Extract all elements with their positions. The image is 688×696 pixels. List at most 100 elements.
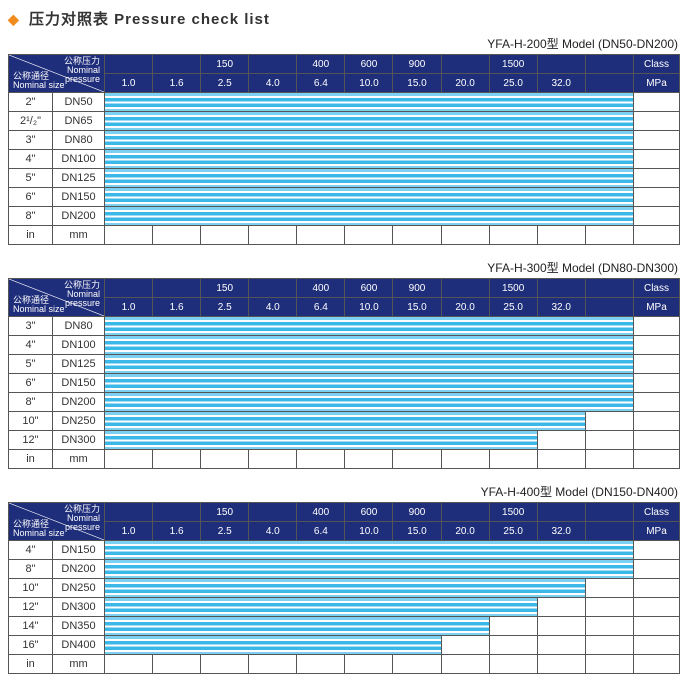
footer-mm: mm [53, 226, 105, 245]
diamond-icon: ◆ [8, 11, 20, 27]
mpa-col-header [585, 74, 633, 93]
corner-cell: 公称压力Nominalpressure公称通径Nominal size [9, 279, 105, 317]
mpa-col-header: 1.6 [153, 74, 201, 93]
mpa-col-header: 1.0 [105, 298, 153, 317]
tail-cell [634, 598, 680, 617]
tail-cell [634, 617, 680, 636]
footer-empty [249, 655, 297, 674]
mpa-col-header: 6.4 [297, 74, 345, 93]
empty-cell [537, 617, 585, 636]
footer-empty [345, 655, 393, 674]
mpa-col-header: 1.0 [105, 74, 153, 93]
empty-cell [537, 598, 585, 617]
mpa-label: MPa [634, 74, 680, 93]
footer-empty [634, 226, 680, 245]
size-mm: DN100 [53, 336, 105, 355]
mpa-col-header: 15.0 [393, 74, 441, 93]
size-mm: DN100 [53, 150, 105, 169]
size-in: 6" [9, 374, 53, 393]
footer-empty [441, 226, 489, 245]
table-row: 4"DN100 [9, 336, 680, 355]
pressure-bar [105, 131, 634, 150]
pressure-bar [105, 188, 634, 207]
class-col-header: 1500 [489, 55, 537, 74]
footer-empty [297, 450, 345, 469]
size-mm: DN150 [53, 374, 105, 393]
model-label: YFA-H-300型 Model (DN80-DN300) [8, 259, 678, 276]
class-col-header: 600 [345, 55, 393, 74]
tail-cell [634, 355, 680, 374]
size-mm: DN80 [53, 131, 105, 150]
table-row: 3"DN80 [9, 317, 680, 336]
size-in: 5" [9, 169, 53, 188]
pressure-bar [105, 636, 442, 655]
mpa-col-header [585, 298, 633, 317]
footer-empty [153, 226, 201, 245]
mpa-label: MPa [634, 522, 680, 541]
mpa-col-header: 32.0 [537, 522, 585, 541]
tail-cell [634, 431, 680, 450]
size-in: 8" [9, 207, 53, 226]
footer-empty [537, 226, 585, 245]
class-col-header [441, 55, 489, 74]
empty-cell [585, 431, 633, 450]
class-col-header: 900 [393, 55, 441, 74]
mpa-col-header [585, 522, 633, 541]
tail-cell [634, 150, 680, 169]
table-row: 16"DN400 [9, 636, 680, 655]
class-col-header: 400 [297, 503, 345, 522]
class-col-header: 400 [297, 55, 345, 74]
size-mm: DN150 [53, 541, 105, 560]
class-col-header [441, 503, 489, 522]
class-col-header [249, 279, 297, 298]
footer-mm: mm [53, 655, 105, 674]
empty-cell [585, 636, 633, 655]
size-in: 5" [9, 355, 53, 374]
model-label: YFA-H-200型 Model (DN50-DN200) [8, 35, 678, 52]
table-row: 2"DN50 [9, 93, 680, 112]
footer-empty [441, 655, 489, 674]
tail-cell [634, 317, 680, 336]
size-in: 16" [9, 636, 53, 655]
footer-mm: mm [53, 450, 105, 469]
mpa-col-header: 2.5 [201, 298, 249, 317]
size-mm: DN350 [53, 617, 105, 636]
mpa-col-header: 10.0 [345, 74, 393, 93]
class-col-header [441, 279, 489, 298]
footer-empty [297, 226, 345, 245]
pressure-bar [105, 169, 634, 188]
class-col-header [585, 55, 633, 74]
tail-cell [634, 131, 680, 150]
footer-empty [105, 655, 153, 674]
size-mm: DN400 [53, 636, 105, 655]
class-col-header [537, 503, 585, 522]
tail-cell [634, 636, 680, 655]
class-label: Class [634, 503, 680, 522]
footer-empty [585, 655, 633, 674]
table-row: 12"DN300 [9, 431, 680, 450]
mpa-col-header: 1.6 [153, 298, 201, 317]
mpa-col-header: 4.0 [249, 298, 297, 317]
mpa-col-header: 10.0 [345, 298, 393, 317]
size-in: 4" [9, 150, 53, 169]
footer-empty [441, 450, 489, 469]
footer-empty [345, 450, 393, 469]
tail-cell [634, 93, 680, 112]
class-col-header: 150 [201, 55, 249, 74]
pressure-bar [105, 150, 634, 169]
size-in: 14" [9, 617, 53, 636]
empty-cell [537, 431, 585, 450]
title-cn: 压力对照表 [29, 11, 109, 28]
pressure-bar [105, 393, 634, 412]
table-row: 8"DN200 [9, 560, 680, 579]
empty-cell [585, 598, 633, 617]
corner-cell: 公称压力Nominalpressure公称通径Nominal size [9, 55, 105, 93]
size-mm: DN250 [53, 579, 105, 598]
size-mm: DN250 [53, 412, 105, 431]
footer-empty [105, 226, 153, 245]
pressure-bar [105, 355, 634, 374]
class-col-header [249, 503, 297, 522]
class-col-header: 1500 [489, 503, 537, 522]
size-mm: DN80 [53, 317, 105, 336]
title-en: Pressure check list [114, 11, 270, 28]
